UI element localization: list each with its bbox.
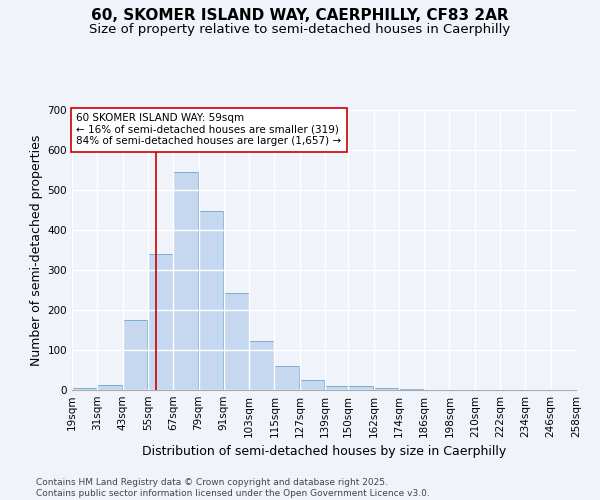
X-axis label: Distribution of semi-detached houses by size in Caerphilly: Distribution of semi-detached houses by … (142, 446, 506, 458)
Bar (199, 211, 223, 390)
Bar (374, 388, 398, 390)
Bar (72, 388, 97, 390)
Bar (274, 366, 299, 390)
Bar (399, 389, 424, 390)
Bar (325, 386, 350, 390)
Bar (173, 172, 198, 390)
Text: Size of property relative to semi-detached houses in Caerphilly: Size of property relative to semi-detach… (89, 22, 511, 36)
Bar (348, 386, 373, 390)
Text: 60 SKOMER ISLAND WAY: 59sqm
← 16% of semi-detached houses are smaller (319)
84% : 60 SKOMER ISLAND WAY: 59sqm ← 16% of sem… (76, 113, 341, 146)
Bar (300, 380, 325, 390)
Bar (97, 385, 122, 390)
Text: 60, SKOMER ISLAND WAY, CAERPHILLY, CF83 2AR: 60, SKOMER ISLAND WAY, CAERPHILLY, CF83 … (91, 8, 509, 22)
Bar (122, 320, 147, 390)
Y-axis label: Number of semi-detached properties: Number of semi-detached properties (31, 134, 43, 366)
Bar (148, 254, 173, 390)
Bar (224, 293, 248, 390)
Text: Contains HM Land Registry data © Crown copyright and database right 2025.
Contai: Contains HM Land Registry data © Crown c… (36, 478, 430, 498)
Bar (249, 341, 274, 390)
